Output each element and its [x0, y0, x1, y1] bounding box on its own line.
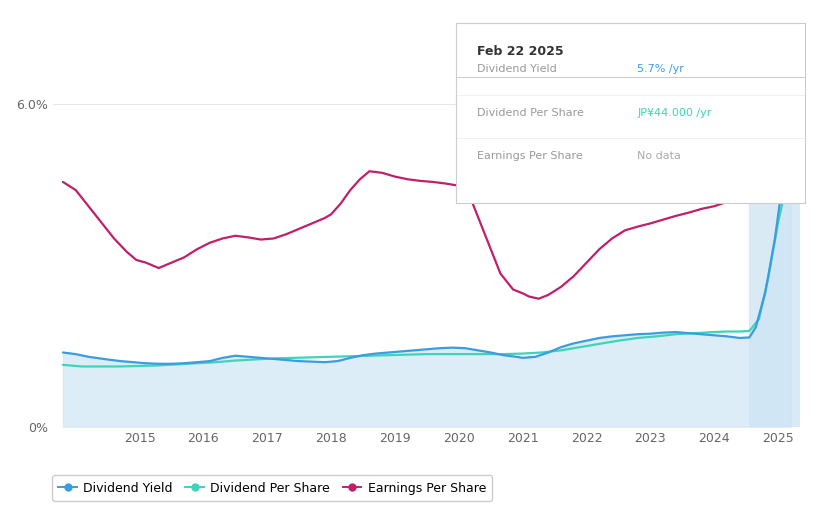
Text: JP¥44.000 /yr: JP¥44.000 /yr	[637, 108, 712, 118]
Bar	[750, 61, 800, 427]
Text: Feb 22 2025: Feb 22 2025	[476, 45, 563, 57]
Legend: Dividend Yield, Dividend Per Share, Earnings Per Share: Dividend Yield, Dividend Per Share, Earn…	[53, 475, 493, 501]
Text: 5.7% /yr: 5.7% /yr	[637, 65, 684, 74]
Text: No data: No data	[637, 151, 681, 161]
Text: Dividend Yield: Dividend Yield	[476, 65, 557, 74]
Text: Earnings Per Share: Earnings Per Share	[476, 151, 582, 161]
Text: Dividend Per Share: Dividend Per Share	[476, 108, 584, 118]
Text: Past: Past	[751, 91, 774, 101]
